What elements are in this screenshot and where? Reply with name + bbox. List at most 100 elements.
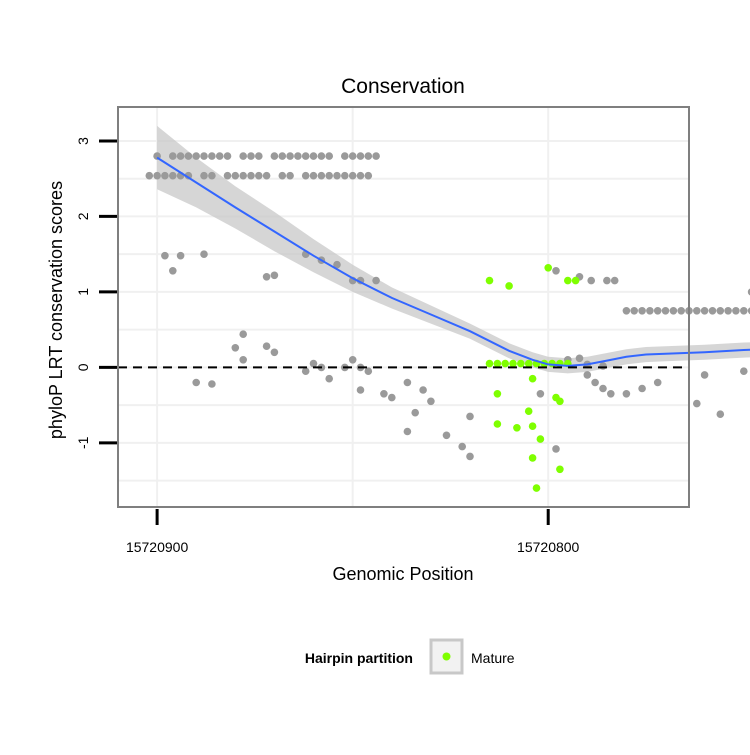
data-point-mature bbox=[528, 454, 537, 462]
data-point bbox=[653, 307, 662, 315]
data-point bbox=[607, 390, 615, 398]
y-tick-label: 3 bbox=[75, 137, 91, 145]
data-point bbox=[161, 251, 169, 260]
data-point-mature bbox=[493, 359, 502, 368]
data-point bbox=[192, 152, 200, 160]
legend-entry-mature: Mature bbox=[471, 650, 515, 666]
data-point bbox=[309, 359, 318, 368]
data-point bbox=[161, 171, 169, 180]
data-point-mature bbox=[571, 276, 580, 285]
data-point bbox=[708, 307, 717, 315]
data-point bbox=[317, 171, 326, 180]
data-point bbox=[356, 171, 365, 180]
data-point-mature bbox=[505, 282, 513, 290]
data-point bbox=[200, 171, 208, 180]
data-point bbox=[364, 171, 373, 180]
data-point bbox=[333, 171, 341, 180]
y-tick-label: -1 bbox=[75, 436, 91, 449]
data-point-mature bbox=[513, 424, 521, 432]
data-point bbox=[301, 367, 310, 376]
data-point-mature bbox=[501, 359, 510, 368]
data-point bbox=[669, 307, 678, 315]
data-point bbox=[427, 397, 435, 406]
data-point bbox=[747, 307, 750, 315]
data-point bbox=[700, 371, 709, 379]
y-tick-label: 0 bbox=[75, 363, 91, 371]
data-point bbox=[603, 276, 611, 285]
data-point bbox=[200, 250, 208, 258]
data-point bbox=[231, 344, 240, 352]
data-point bbox=[169, 171, 177, 180]
y-tick-label: 2 bbox=[75, 212, 91, 220]
data-point bbox=[700, 307, 709, 315]
x-axis-label: Genomic Position bbox=[332, 564, 473, 584]
data-point-mature bbox=[528, 422, 537, 431]
data-point bbox=[254, 152, 263, 160]
data-point bbox=[169, 152, 177, 160]
data-point bbox=[693, 307, 701, 315]
data-point bbox=[356, 152, 365, 160]
data-point-mature bbox=[556, 397, 564, 406]
data-point bbox=[317, 152, 326, 160]
data-point bbox=[286, 171, 294, 180]
data-point bbox=[239, 356, 247, 364]
legend: Hairpin partition Mature bbox=[305, 638, 515, 675]
data-point bbox=[278, 152, 287, 160]
data-point bbox=[599, 384, 607, 393]
data-point bbox=[262, 342, 271, 351]
data-point bbox=[740, 307, 748, 315]
data-point bbox=[254, 171, 263, 180]
data-point bbox=[309, 152, 318, 160]
data-point bbox=[325, 374, 334, 383]
data-point bbox=[610, 276, 619, 285]
data-point-mature bbox=[493, 420, 502, 428]
data-point bbox=[215, 152, 224, 160]
data-point bbox=[442, 431, 451, 440]
data-point bbox=[622, 307, 631, 315]
data-point bbox=[341, 171, 349, 180]
x-tick-label: 15720800 bbox=[517, 539, 580, 555]
data-point-mature bbox=[524, 407, 533, 416]
data-point bbox=[262, 273, 271, 281]
data-point bbox=[301, 152, 310, 160]
data-point bbox=[278, 171, 287, 180]
data-point bbox=[208, 171, 216, 180]
data-point bbox=[348, 171, 357, 180]
data-point bbox=[630, 307, 638, 315]
data-point bbox=[740, 367, 748, 376]
data-point bbox=[364, 152, 373, 160]
data-point bbox=[239, 330, 247, 339]
data-point bbox=[403, 378, 412, 387]
data-point bbox=[325, 152, 334, 160]
data-point bbox=[247, 152, 255, 160]
data-point bbox=[403, 427, 412, 436]
data-point bbox=[223, 171, 232, 180]
data-point bbox=[270, 152, 279, 160]
data-point bbox=[622, 390, 631, 398]
data-point bbox=[724, 307, 732, 315]
chart-title: Conservation bbox=[341, 75, 465, 98]
data-point-mature bbox=[517, 359, 525, 368]
data-point bbox=[372, 276, 380, 285]
data-point-mature bbox=[532, 484, 541, 492]
data-point bbox=[411, 408, 420, 417]
data-point-mature bbox=[485, 359, 494, 368]
data-point bbox=[466, 452, 474, 461]
data-point bbox=[348, 152, 357, 160]
data-point bbox=[270, 348, 279, 357]
data-point bbox=[200, 152, 208, 160]
data-point bbox=[356, 386, 365, 394]
data-point bbox=[176, 251, 185, 260]
plot-panel: -10123157209001572080015720700 bbox=[75, 106, 750, 555]
data-point bbox=[536, 390, 545, 398]
data-point bbox=[270, 271, 279, 280]
data-point-mature bbox=[536, 435, 545, 443]
data-point-mature bbox=[524, 359, 533, 368]
data-point bbox=[747, 288, 750, 296]
data-point bbox=[176, 152, 185, 160]
y-axis-label: phyloP LRT conservation scores bbox=[46, 181, 66, 439]
data-point bbox=[716, 307, 725, 315]
data-point bbox=[341, 152, 349, 160]
data-point-mature bbox=[556, 465, 564, 474]
